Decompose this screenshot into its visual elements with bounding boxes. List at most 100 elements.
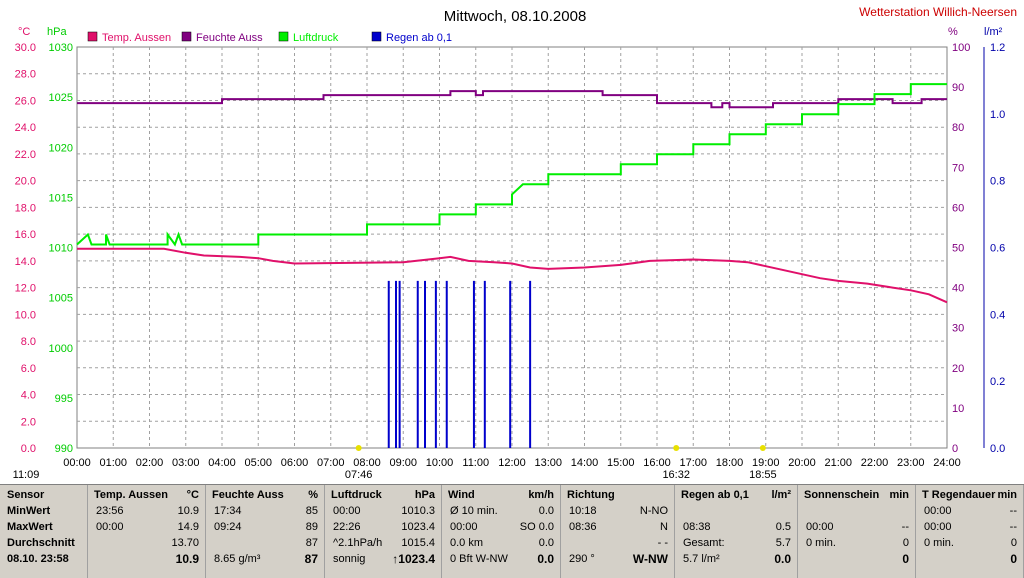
table-row: MaxWert bbox=[0, 519, 87, 535]
x-tick-label: 20:00 bbox=[788, 457, 816, 469]
rain-tick-label: 0.0 bbox=[990, 443, 1005, 455]
table-column: Feuchte Auss% 17:34 85 09:24 89 87 8.65 g/m³ 87 bbox=[206, 485, 325, 578]
cell-time: Gesamt: bbox=[683, 537, 725, 549]
legend-swatch bbox=[278, 31, 289, 42]
cell-time: 08:38 bbox=[683, 521, 711, 533]
legend-swatch bbox=[371, 31, 382, 42]
temp-tick-label: 0.0 bbox=[21, 443, 36, 455]
table-header-row: Wind km/h bbox=[442, 487, 560, 503]
table-column: Temp. Aussen °C 23:56 10.9 00:00 14.9 13.70 10.… bbox=[88, 485, 206, 578]
cell-time: 0 min. bbox=[806, 537, 836, 549]
column-header: Regen ab 0,1 bbox=[681, 489, 749, 501]
column-unit: min bbox=[889, 489, 909, 501]
cell-value: 87 bbox=[305, 537, 318, 549]
cell-value: 1015.4 bbox=[401, 537, 435, 549]
column-header: Wind bbox=[448, 489, 475, 501]
temp-tick-label: 14.0 bbox=[15, 256, 36, 268]
temp-tick-label: 10.0 bbox=[15, 309, 36, 321]
x-marker-dot bbox=[759, 445, 766, 451]
column-header: Luftdruck bbox=[331, 489, 382, 501]
temp-tick-label: 20.0 bbox=[15, 176, 36, 188]
cell-value: 1023.4 bbox=[401, 521, 435, 533]
series-line bbox=[77, 90, 947, 109]
cell-time: 290 ° bbox=[569, 553, 595, 565]
humidity-tick-label: 0 bbox=[952, 443, 958, 455]
x-tick-label: 19:00 bbox=[752, 457, 780, 469]
x-tick-label: 02:00 bbox=[136, 457, 164, 469]
x-tick-label: 11:00 bbox=[462, 457, 489, 469]
temp-tick-label: 12.0 bbox=[15, 283, 36, 295]
rain-tick-label: 0.2 bbox=[990, 376, 1005, 388]
x-tick-label: 21:00 bbox=[824, 457, 852, 469]
x-tick-label: 23:00 bbox=[897, 457, 925, 469]
cell-time: 00:00 bbox=[333, 505, 361, 517]
table-row: - - bbox=[561, 535, 674, 551]
table-header-row: Richtung bbox=[561, 487, 674, 503]
cell-value: 5.7 bbox=[775, 537, 791, 549]
cell-time: ^2.1hPa/h bbox=[333, 537, 383, 549]
column-unit: °C bbox=[186, 489, 199, 501]
table-row: ^2.1hPa/h 1015.4 bbox=[325, 535, 441, 551]
humidity-unit-label: % bbox=[948, 26, 958, 38]
x-marker-label: 07:46 bbox=[345, 469, 373, 481]
cell-value: 0.5 bbox=[775, 521, 791, 533]
table-row: Gesamt: 5.7 bbox=[675, 535, 797, 551]
table-row: 09:24 89 bbox=[206, 519, 324, 535]
sensor-label: 08.10. 23:58 bbox=[7, 553, 69, 565]
x-tick-label: 16:00 bbox=[643, 457, 671, 469]
cell-value: 10.9 bbox=[175, 552, 199, 566]
cell-time: 17:34 bbox=[214, 505, 242, 517]
temp-tick-label: 18.0 bbox=[15, 202, 36, 214]
pressure-tick-label: 1025 bbox=[49, 92, 73, 104]
cell-value: 14.9 bbox=[177, 521, 199, 533]
temp-unit-label: °C bbox=[18, 26, 30, 38]
station-name: Wetterstation Willich-Neersen bbox=[859, 5, 1017, 19]
table-row: 10:18 N-NO bbox=[561, 503, 674, 519]
table-column: Sensor MinWert MaxWert Durchschnitt 08.10. 2… bbox=[0, 485, 88, 578]
cell-value: -- bbox=[1009, 505, 1017, 517]
table-row: 00:00 1010.3 bbox=[325, 503, 441, 519]
column-header: Richtung bbox=[567, 489, 615, 501]
x-tick-label: 15:00 bbox=[607, 457, 635, 469]
rain-tick-label: 0.4 bbox=[990, 309, 1005, 321]
x-marker-label: 11:09 bbox=[13, 469, 40, 481]
cell-value: 0.0 bbox=[537, 552, 554, 566]
pressure-unit-label: hPa bbox=[47, 26, 67, 38]
cell-value: ↑1023.4 bbox=[392, 552, 435, 566]
rain-unit-label: l/m² bbox=[984, 26, 1003, 38]
sensor-label: MaxWert bbox=[7, 521, 53, 533]
table-row: 5.7 l/m² 0.0 bbox=[675, 551, 797, 567]
x-tick-label: 08:00 bbox=[353, 457, 381, 469]
chart-title: Mittwoch, 08.10.2008 bbox=[444, 8, 587, 25]
humidity-tick-label: 60 bbox=[952, 202, 964, 214]
cell-value: 89 bbox=[305, 521, 318, 533]
legend-swatch bbox=[87, 31, 98, 42]
cell-time: 0 Bft W-NW bbox=[450, 553, 508, 565]
cell-value: W-NW bbox=[632, 552, 668, 566]
cell-value: -- bbox=[1009, 521, 1017, 533]
table-row: 22:26 1023.4 bbox=[325, 519, 441, 535]
humidity-tick-label: 70 bbox=[952, 162, 964, 174]
cell-value: 0.0 bbox=[538, 537, 554, 549]
x-tick-label: 04:00 bbox=[208, 457, 236, 469]
table-row: 10.9 bbox=[88, 551, 205, 567]
pressure-tick-label: 1015 bbox=[49, 192, 73, 204]
table-column: Regen ab 0,1 l/m² 08:38 0.5 Gesamt: 5.7 5.7 l/… bbox=[675, 485, 798, 578]
table-column: Sonnenschein min 00:00 -- 0 min. 0 0 bbox=[798, 485, 916, 578]
cell-time: 10:18 bbox=[569, 505, 597, 517]
table-row: 00:00 SO 0.0 bbox=[442, 519, 560, 535]
cell-value: N-NO bbox=[639, 505, 668, 517]
x-tick-label: 07:00 bbox=[317, 457, 345, 469]
legend-label: Luftdruck bbox=[293, 32, 339, 44]
temp-tick-label: 28.0 bbox=[15, 69, 36, 81]
sensor-label: Sensor bbox=[7, 489, 45, 501]
column-header: Feuchte Auss bbox=[212, 489, 284, 501]
cell-value: 0 bbox=[902, 537, 909, 549]
table-column: T Regendauer min 00:00 -- 00:00 -- 0 min. 0 0 bbox=[916, 485, 1024, 578]
temp-tick-label: 6.0 bbox=[21, 363, 36, 375]
table-header-row: Sonnenschein min bbox=[798, 487, 915, 503]
cell-value: SO 0.0 bbox=[519, 521, 554, 533]
cell-time: 00:00 bbox=[450, 521, 478, 533]
x-tick-label: 06:00 bbox=[281, 457, 309, 469]
table-row: 00:00 -- bbox=[916, 503, 1023, 519]
